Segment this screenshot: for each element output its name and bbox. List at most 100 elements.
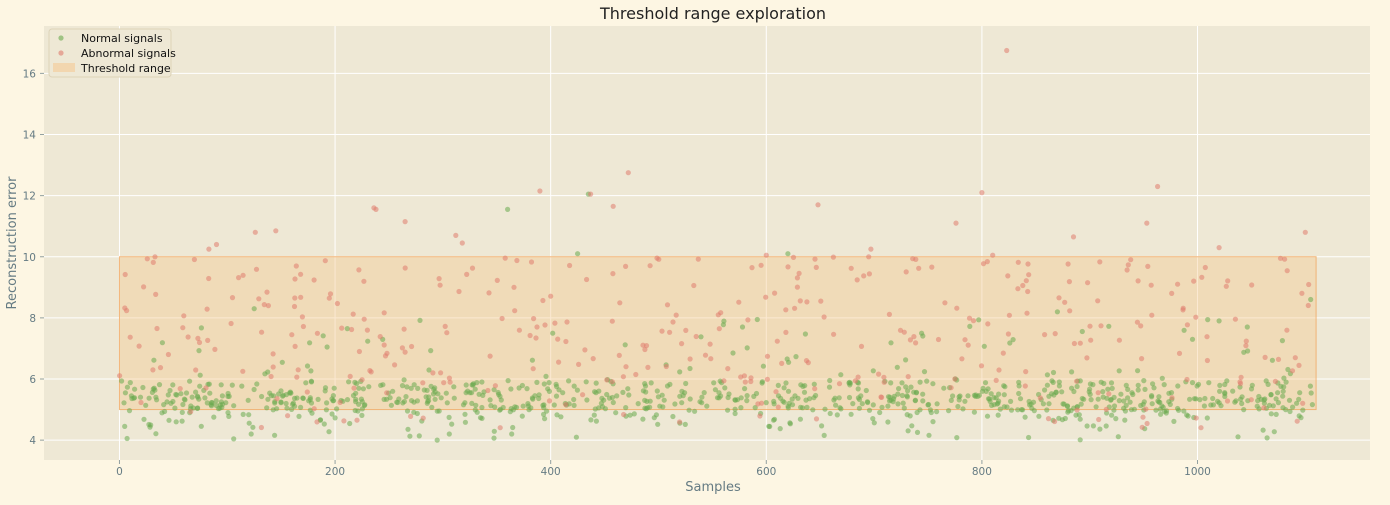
data-point	[381, 396, 387, 402]
y-tick-label: 10	[23, 252, 36, 264]
data-point	[1204, 334, 1210, 340]
data-point	[1239, 394, 1245, 400]
data-point	[181, 313, 187, 319]
data-point	[140, 384, 146, 391]
data-point	[1100, 394, 1106, 400]
x-tick-label: 600	[756, 466, 776, 478]
data-point	[1153, 407, 1159, 413]
data-point	[1128, 407, 1134, 413]
data-point	[909, 423, 915, 429]
data-point	[428, 348, 434, 354]
data-point	[920, 398, 926, 404]
data-point	[781, 399, 787, 405]
data-point	[1189, 380, 1196, 386]
data-point	[513, 404, 520, 410]
data-point	[620, 389, 626, 395]
data-point	[866, 254, 872, 260]
data-point	[226, 393, 232, 399]
data-point	[351, 385, 357, 391]
data-point	[683, 327, 689, 333]
data-point	[593, 390, 599, 396]
data-point	[935, 336, 942, 343]
data-point	[683, 380, 689, 387]
data-point	[1093, 404, 1099, 410]
data-point	[239, 383, 245, 389]
data-point	[647, 398, 653, 404]
data-point	[402, 265, 408, 271]
data-point	[1130, 391, 1136, 398]
data-point	[838, 406, 844, 412]
data-point	[356, 267, 362, 273]
data-point	[251, 386, 257, 393]
data-point	[1292, 355, 1298, 361]
data-point	[1248, 397, 1254, 403]
data-point	[574, 387, 581, 393]
data-point	[1138, 323, 1144, 329]
data-point	[505, 206, 511, 212]
data-point	[911, 389, 917, 395]
data-point	[1272, 378, 1278, 384]
data-point	[1098, 379, 1104, 385]
data-point	[463, 390, 469, 396]
data-point	[220, 401, 226, 407]
data-point	[420, 415, 426, 421]
data-point	[279, 359, 285, 365]
data-point	[885, 394, 892, 400]
data-point	[1217, 388, 1223, 394]
data-point	[1054, 309, 1060, 315]
data-point	[868, 246, 874, 252]
data-point	[311, 406, 317, 412]
data-point	[267, 390, 273, 396]
data-point	[766, 423, 772, 429]
data-point	[1289, 368, 1296, 374]
data-point	[1100, 389, 1106, 395]
data-point	[699, 394, 705, 400]
data-point	[771, 416, 778, 422]
data-point	[492, 404, 498, 410]
data-point	[206, 275, 212, 282]
legend: Normal signals Abnormal signals Threshol…	[48, 28, 176, 78]
data-point	[692, 408, 698, 414]
data-point	[373, 206, 379, 212]
data-point	[917, 379, 923, 385]
data-point	[1225, 278, 1231, 284]
data-point	[774, 338, 780, 344]
data-point	[1280, 393, 1286, 399]
data-point	[347, 373, 353, 379]
data-point	[1243, 338, 1249, 344]
data-point	[1040, 401, 1046, 407]
data-point	[430, 370, 436, 376]
y-tick-label: 12	[23, 191, 36, 203]
data-point	[917, 407, 923, 413]
data-point	[311, 277, 317, 283]
data-point	[1015, 259, 1021, 265]
data-point	[173, 419, 179, 425]
data-point	[871, 420, 877, 426]
data-point	[1184, 322, 1190, 328]
data-point	[401, 326, 407, 332]
data-point	[1176, 350, 1183, 356]
data-point	[438, 395, 444, 401]
data-point	[530, 366, 536, 372]
data-point	[785, 388, 792, 394]
data-point	[344, 397, 351, 403]
data-point	[231, 403, 237, 409]
data-point	[1016, 383, 1022, 389]
data-point	[804, 299, 810, 305]
data-point	[1005, 273, 1011, 279]
data-point	[995, 412, 1001, 418]
data-point	[1175, 281, 1181, 287]
data-point	[294, 374, 300, 380]
data-point	[888, 380, 894, 386]
data-point	[1135, 387, 1141, 393]
data-point	[1070, 234, 1077, 240]
data-point	[978, 363, 985, 369]
data-point	[1198, 425, 1204, 431]
data-point	[444, 400, 450, 406]
data-point	[280, 392, 286, 398]
data-point	[1074, 383, 1080, 390]
data-point	[321, 421, 327, 427]
data-point	[715, 312, 721, 318]
data-point	[236, 275, 242, 281]
data-point	[1260, 427, 1266, 433]
